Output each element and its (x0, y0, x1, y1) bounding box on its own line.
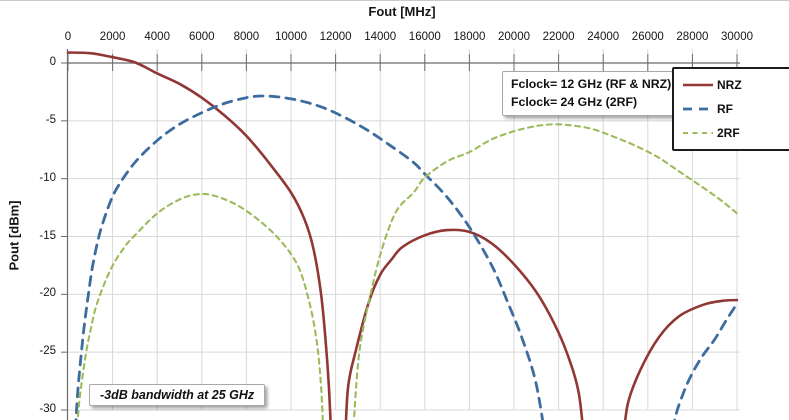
legend-label: RF (717, 102, 733, 116)
y-tick-label: -5 (45, 113, 56, 126)
x-tick-label: 22000 (542, 31, 575, 43)
legend: NRZ RF 2RF (672, 67, 789, 151)
x-tick-label: 28000 (676, 31, 709, 43)
legend-label: NRZ (717, 78, 742, 92)
x-tick-label: 2000 (99, 31, 126, 43)
rf-curve (74, 94, 544, 420)
y-tick-label: -20 (39, 287, 56, 300)
nrz-curve (623, 298, 739, 420)
x-tick-label: 20000 (498, 31, 530, 43)
x-tick-label: 16000 (408, 31, 441, 43)
legend-line-sample (683, 131, 713, 135)
legend-line-sample (683, 83, 713, 87)
x-tick-label: 26000 (631, 31, 664, 43)
legend-item-2rf: 2RF (682, 126, 784, 140)
x-tick-label: 6000 (189, 31, 215, 43)
y-tick-label: 0 (49, 56, 56, 68)
bandwidth-annotation: -3dB bandwidth at 25 GHz (89, 384, 266, 406)
x-tick-label: 30000 (721, 31, 753, 43)
nrz-curve (344, 228, 584, 420)
fclock-line1: Fclock= 12 GHz (RF & NRZ) (511, 77, 672, 91)
x-tick-label: 10000 (275, 31, 307, 43)
legend-item-nrz: NRZ (682, 78, 784, 92)
nrz-curve (66, 51, 332, 420)
2rf-curve (76, 192, 324, 420)
fclock-line2: Fclock= 24 GHz (2RF) (511, 95, 638, 110)
x-tick-label: 24000 (587, 31, 620, 43)
y-tick-label: -30 (39, 403, 56, 415)
fclock-annotation: Fclock= 12 GHz (RF & NRZ) Fclock= 24 GHz… (502, 71, 681, 116)
x-tick-label: 12000 (319, 31, 352, 43)
y-tick-label: -25 (39, 345, 56, 358)
rf-curve (673, 302, 739, 420)
legend-label: 2RF (717, 126, 740, 140)
x-tick-label: 18000 (453, 31, 486, 43)
x-tick-label: 8000 (233, 31, 260, 43)
2rf-curve (352, 123, 739, 420)
x-axis-title: Fout [MHz] (368, 4, 436, 19)
x-tick-label: 0 (64, 31, 72, 43)
y-tick-label: -15 (39, 229, 56, 242)
x-tick-label: 4000 (144, 31, 170, 43)
x-tick-label: 14000 (364, 31, 397, 43)
legend-line-sample (683, 107, 713, 111)
legend-item-rf: RF (682, 102, 784, 116)
y-tick-label: -10 (39, 171, 56, 184)
